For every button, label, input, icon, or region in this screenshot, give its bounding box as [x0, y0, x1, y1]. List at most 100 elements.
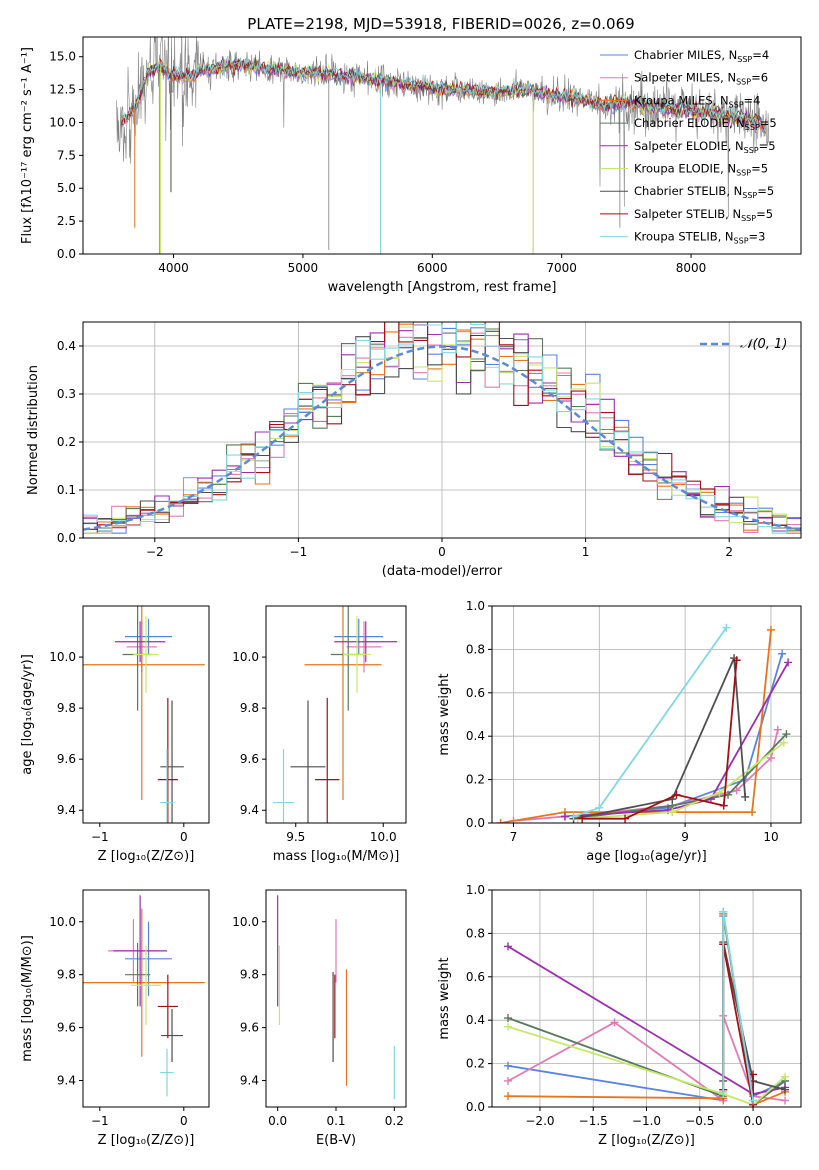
axes-frame — [82, 605, 210, 824]
y-tick-label: 9.4 — [240, 803, 259, 817]
point-chabrier-miles — [125, 618, 173, 655]
point-salpeter-miles — [346, 621, 382, 673]
y-tick-label: 9.6 — [240, 1021, 259, 1035]
point-marker — [781, 1085, 790, 1094]
point-kroupa-elodie — [133, 616, 159, 693]
normal-curve — [83, 345, 801, 531]
point-marker — [672, 790, 681, 799]
point-kroupa-stelib — [273, 748, 294, 823]
x-tick-label: −2 — [146, 545, 164, 559]
point-kroupa-stelib — [160, 1048, 174, 1097]
axes-frame — [82, 36, 802, 255]
panel-1: 4000 5000 6000 7000 8000 0.0 2.5 5.0 7.5 10.0 12.5… — [20, 36, 802, 295]
point-salpeter-elodie — [114, 621, 166, 663]
series-line — [722, 911, 754, 1101]
x-axis-label: E(B-V) — [316, 1133, 356, 1148]
y-tick-label: 9.8 — [240, 968, 259, 982]
legend-label-sub: SSP — [742, 191, 757, 200]
point-marker — [496, 819, 505, 823]
point-marker — [749, 1070, 758, 1079]
plot-area — [83, 895, 205, 1097]
plot-area — [273, 606, 398, 823]
y-tick-label: 9.4 — [240, 1074, 259, 1088]
y-tick-label: 5.0 — [57, 181, 76, 195]
y-tick-label: 0.6 — [466, 686, 485, 700]
x-axis-label: Z [log₁₀(Z/Z⊙)] — [598, 1133, 695, 1148]
x-tick-label: 0 — [180, 830, 188, 844]
point-marker — [503, 1076, 512, 1085]
plot-area — [116, 37, 769, 254]
legend-label-suffix: =5 — [756, 207, 773, 221]
point-salpeter-stelib — [315, 697, 340, 823]
y-tick-label: 9.6 — [57, 752, 76, 766]
point-kroupa-stelib — [160, 748, 174, 823]
y-tick-label: 1.0 — [466, 599, 485, 613]
legend-label-sub: SSP — [744, 146, 759, 155]
plot-area — [83, 322, 801, 538]
y-tick-label: 0.2 — [466, 1057, 485, 1071]
model-salpeter-elodie — [121, 56, 767, 130]
legend-label-suffix: =6 — [751, 71, 768, 85]
point-marker — [668, 808, 677, 817]
x-tick-label: −1.0 — [632, 1114, 661, 1128]
point-marker — [748, 808, 757, 817]
y-tick-label: 0.3 — [57, 387, 76, 401]
x-tick-label: 8 — [595, 830, 603, 844]
y-axis-label: Normed distribution — [26, 365, 41, 495]
x-tick-label: 0.0 — [744, 1114, 763, 1128]
x-tick-label: 0 — [438, 545, 446, 559]
point-marker — [781, 1096, 790, 1105]
point-marker — [781, 1072, 790, 1081]
point-salpeter-elodie — [113, 895, 167, 1007]
point-marker — [732, 786, 741, 795]
x-tick-label: 0.0 — [268, 1114, 287, 1128]
plot-area — [83, 606, 205, 823]
figure-title: PLATE=2198, MJD=53918, FIBERID=0026, z=0… — [247, 15, 634, 33]
point-marker — [503, 1014, 512, 1023]
series-kroupa-stelib — [569, 623, 731, 821]
point-marker — [595, 803, 604, 812]
x-tick-label: −1 — [290, 545, 308, 559]
legend-label-main: Salpeter MILES, N — [634, 71, 736, 85]
y-tick-label: 10.0 — [49, 650, 76, 664]
y-tick-label: 10.0 — [232, 650, 259, 664]
histogram-kroupa-stelib — [83, 322, 801, 538]
series-kroupa-stelib — [719, 907, 758, 1105]
axes-frame — [82, 889, 210, 1108]
point-chabrier-stelib — [160, 700, 184, 823]
x-tick-label: 8000 — [676, 261, 707, 275]
point-kroupa-elodie — [343, 616, 371, 693]
y-tick-label: 9.6 — [240, 752, 259, 766]
series-line — [507, 1025, 786, 1106]
y-axis-label: mass weight — [437, 673, 452, 755]
y-tick-label: 0.6 — [466, 970, 485, 984]
point-kroupa-miles — [83, 908, 205, 1057]
y-tick-label: 15.0 — [49, 50, 76, 64]
legend-label-main: Kroupa ELODIE, N — [634, 162, 736, 176]
point-marker — [719, 907, 728, 916]
point-marker — [782, 730, 791, 739]
legend-label-sub: SSP — [745, 123, 760, 132]
x-tick-label: 9 — [681, 830, 689, 844]
y-tick-label: 0.0 — [57, 247, 76, 261]
legend-label: Chabrier STELIB, NSSP=5 — [634, 184, 774, 200]
point-salpeter-stelib — [157, 697, 178, 823]
point-marker — [766, 753, 775, 762]
point-kroupa-elodie — [130, 945, 162, 1025]
model-kroupa-stelib — [121, 57, 767, 131]
legend-label-sub: SSP — [729, 100, 744, 109]
legend-label: Salpeter MILES, NSSP=6 — [634, 71, 768, 87]
x-tick-label: 5000 — [288, 261, 319, 275]
panel-3: −1 0 9.4 9.6 9.8 10.0 Z [log₁₀(Z/Z⊙)] age [log₁… — [20, 605, 210, 864]
y-tick-label: 9.4 — [57, 803, 76, 817]
point-marker — [503, 1061, 512, 1070]
x-axis-label: wavelength [Angstrom, rest frame] — [328, 280, 557, 295]
y-tick-label: 0.1 — [57, 483, 76, 497]
x-tick-label: −1.5 — [579, 1114, 608, 1128]
y-tick-label: 0.4 — [466, 1013, 485, 1027]
point-marker — [784, 658, 793, 667]
x-tick-label: 0.1 — [326, 1114, 345, 1128]
series-kroupa-miles — [496, 625, 775, 823]
x-tick-label: 0.2 — [385, 1114, 404, 1128]
